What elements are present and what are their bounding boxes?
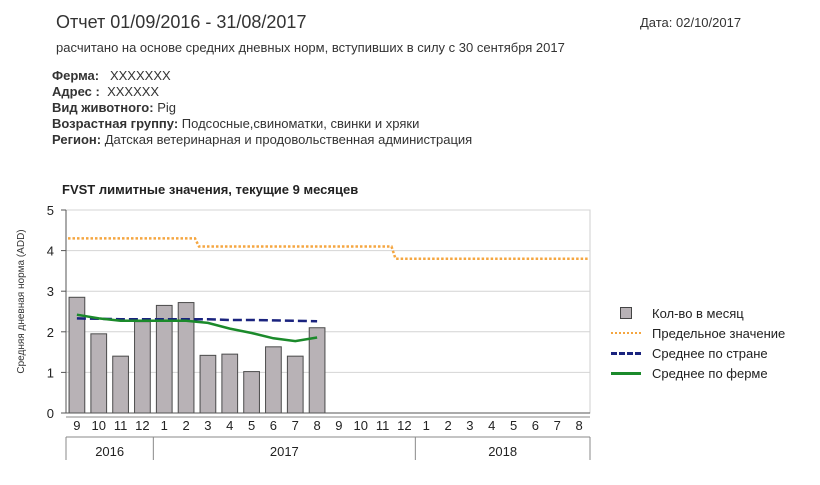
legend-label-farm: Среднее по ферме [652,365,768,381]
chart-legend: Кол-во в месяц Предельное значение Средн… [610,303,785,383]
bar [90,333,108,414]
x-tick-label: 2 [182,418,189,433]
region-value: Датская ветеринарная и продовольственная… [104,132,473,147]
x-tick-label: 12 [135,418,149,433]
year-label: 2017 [270,444,299,459]
x-tick-label: 1 [423,418,430,433]
x-tick-label: 10 [354,418,368,433]
farm-label: Ферма [52,68,95,83]
legend-item-limit: Предельное значение [610,323,785,343]
x-tick-label: 7 [292,418,299,433]
x-tick-label: 3 [466,418,473,433]
legend-item-bars: Кол-во в месяц [610,303,785,323]
report-info: Ферма: XXXXXXX Адрес : XXXXXX Вид животн… [52,68,472,148]
year-label: 2016 [95,444,124,459]
bar [265,346,282,414]
report-title: Отчет 01/09/2016 - 31/08/2017 [56,12,307,32]
series-line-solid [76,313,318,343]
bar [134,321,151,414]
x-tick-label: 6 [270,418,277,433]
report-subtitle: расчитано на основе средних дневных норм… [56,40,565,55]
year-label: 2018 [488,444,517,459]
x-tick-label: 9 [73,418,80,433]
animal-row: Вид животного: Pig [52,100,176,115]
x-tick-label: 12 [397,418,411,433]
legend-item-country: Среднее по стране [610,343,785,363]
x-tick-label: 7 [554,418,561,433]
bar [221,353,239,414]
series-line-dotted [68,237,588,260]
x-tick-label: 11 [114,418,128,433]
address-value: XXXXXX [107,84,160,99]
plot-frame [65,209,591,414]
series-line-dashed [76,317,318,323]
dashed-line-icon [611,351,641,355]
bar-swatch-icon [620,307,632,319]
bar [243,371,260,414]
legend-label-limit: Предельное значение [652,325,786,341]
address-row: Адрес : XXXXXX [52,84,160,99]
animal-label: Вид животного [52,100,150,115]
x-tick-label: 10 [92,418,106,433]
bar [199,354,217,414]
age-label: Возрастная группу [52,116,174,131]
dotted-line-icon [611,332,641,334]
address-label: Адрес [52,84,92,99]
y-tick-label: 4 [47,244,54,259]
x-tick-label: 5 [510,418,517,433]
x-tick-label: 6 [532,418,539,433]
legend-label-country: Среднее по стране [652,345,768,361]
y-axis-label: Средняя дневная норма (ADD) [16,229,27,373]
legend-item-farm: Среднее по ферме [610,363,785,383]
solid-line-icon [611,371,641,375]
region-label: Регион [52,132,97,147]
y-tick-label: 0 [47,406,54,421]
farm-row: Ферма: XXXXXXX [52,68,171,83]
report-date: Дата: 02/10/2017 [640,15,742,30]
x-tick-label: 8 [575,418,582,433]
y-tick-label: 2 [47,325,54,340]
chart-title: FVST лимитные значения, текущие 9 месяце… [62,182,359,197]
bar [308,327,326,414]
y-tick-label: 3 [47,284,54,299]
y-tick-label: 1 [47,365,54,380]
farm-value: XXXXXXX [109,68,171,83]
x-tick-label: 11 [376,418,390,433]
x-tick-label: 2 [444,418,451,433]
x-tick-label: 9 [335,418,342,433]
x-tick-label: 5 [248,418,255,433]
x-tick-label: 8 [313,418,320,433]
x-tick-label: 4 [488,418,495,433]
y-tick-label: 5 [47,203,54,218]
age-value: Подсосные,свиноматки, свинки и хряки [181,116,420,131]
age-row: Возрастная группу: Подсосные,свиноматки,… [52,116,420,131]
x-tick-label: 4 [226,418,233,433]
x-tick-label: 1 [161,418,168,433]
bar [286,355,304,414]
bar [112,355,129,414]
animal-value: Pig [157,100,176,115]
legend-label-bars: Кол-во в месяц [652,305,744,321]
region-row: Регион: Датская ветеринарная и продоволь… [52,132,473,147]
x-tick-label: 3 [204,418,211,433]
